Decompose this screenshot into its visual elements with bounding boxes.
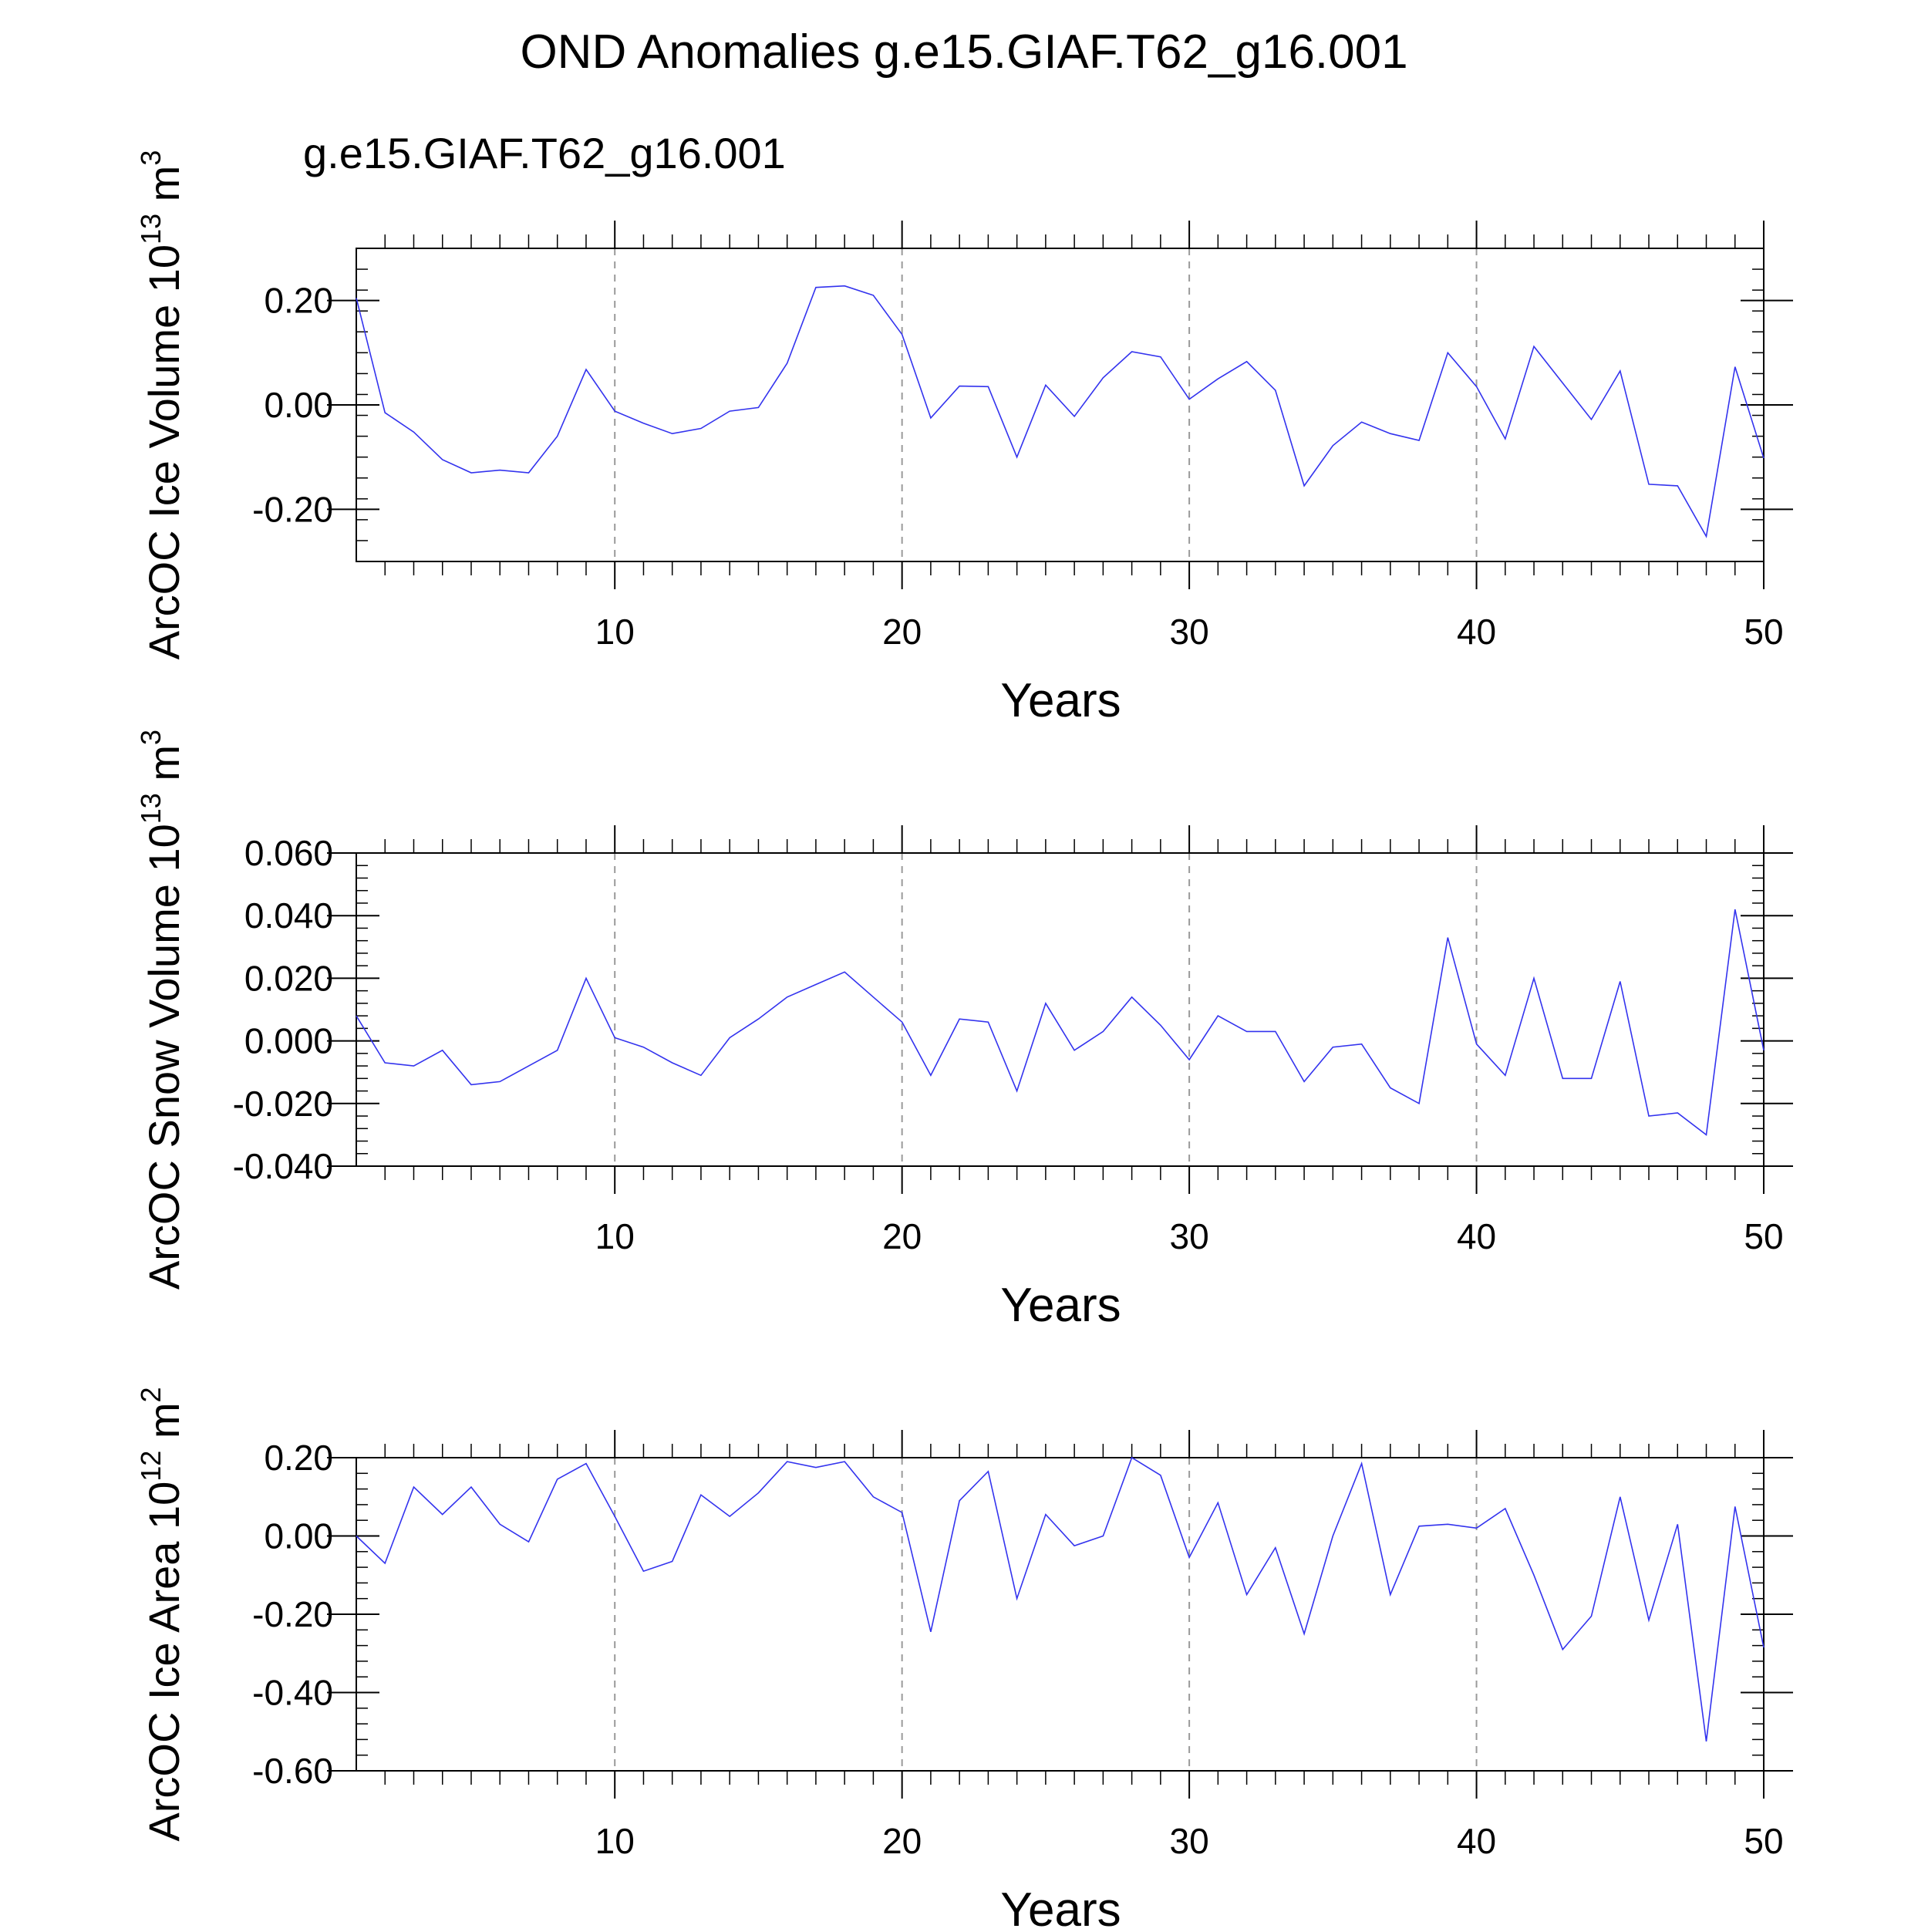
y-label-unit: m bbox=[140, 745, 188, 793]
panel-3: 10 20 30 40 50 -0.60 -0.40 -0.20 0.00 0.20 Years Ar… bbox=[135, 1387, 1793, 1932]
y-tick-label: 0.060 bbox=[244, 833, 333, 873]
y-label-exponent: 13 bbox=[135, 793, 167, 824]
y-axis-label: ArcOC Ice Volume 1013 m3 bbox=[135, 150, 188, 660]
x-tick-label: 50 bbox=[1744, 612, 1783, 652]
x-tick-label: 10 bbox=[595, 1216, 635, 1256]
x-tick-label: 20 bbox=[882, 612, 922, 652]
y-tick-label: 0.000 bbox=[244, 1021, 333, 1061]
y-tick-label: 0.040 bbox=[244, 895, 333, 936]
plot-frame bbox=[356, 852, 1765, 1167]
series-line bbox=[356, 909, 1765, 1136]
x-tick-label: 30 bbox=[1170, 1821, 1209, 1861]
x-tick-label: 50 bbox=[1744, 1216, 1783, 1256]
y-label-unit-exponent: 3 bbox=[135, 150, 167, 166]
x-tick-label: 50 bbox=[1744, 1821, 1783, 1861]
panels: 10 20 30 40 50 -0.20 0.00 0.20 Years ArcOC Ice Vo… bbox=[135, 150, 1793, 1932]
x-tick-label: 40 bbox=[1457, 1821, 1496, 1861]
panel-1: 10 20 30 40 50 -0.20 0.00 0.20 Years ArcOC Ice Vo… bbox=[135, 150, 1793, 727]
y-tick-label: -0.020 bbox=[233, 1084, 333, 1124]
x-tick-label: 30 bbox=[1170, 612, 1209, 652]
y-tick-label: -0.040 bbox=[233, 1146, 333, 1186]
x-tick-label: 30 bbox=[1170, 1216, 1209, 1256]
y-tick-label: -0.20 bbox=[252, 1594, 333, 1634]
series-line bbox=[356, 1456, 1765, 1742]
plot-frame bbox=[356, 1457, 1765, 1772]
x-tick-label: 10 bbox=[595, 612, 635, 652]
x-tick-label: 20 bbox=[882, 1821, 922, 1861]
y-axis-label: ArcOC Ice Area 1012 m2 bbox=[135, 1387, 188, 1841]
series-line bbox=[356, 285, 1765, 538]
x-tick-label: 40 bbox=[1457, 612, 1496, 652]
y-tick-label: 0.00 bbox=[264, 1516, 333, 1556]
y-label-unit: m bbox=[140, 1402, 188, 1450]
x-tick-label: 40 bbox=[1457, 1216, 1496, 1256]
y-tick-label: -0.40 bbox=[252, 1673, 333, 1713]
y-label-text: ArcOC Ice Volume 10 bbox=[140, 244, 188, 659]
y-tick-label: 0.20 bbox=[264, 1438, 333, 1478]
y-axis-label: ArcOC Snow Volume 1013 m3 bbox=[135, 730, 188, 1290]
x-tick-label: 10 bbox=[595, 1821, 635, 1861]
y-label-unit-exponent: 3 bbox=[135, 730, 167, 745]
panel-2: 10 20 30 40 50 -0.040 -0.020 0.000 0.020 0.040 0.0… bbox=[135, 730, 1793, 1332]
y-label-unit: m bbox=[140, 166, 188, 214]
x-tick-label: 20 bbox=[882, 1216, 922, 1256]
x-axis-label: Years bbox=[1000, 1883, 1121, 1928]
y-label-exponent: 12 bbox=[135, 1451, 167, 1482]
y-tick-label: 0.020 bbox=[244, 958, 333, 998]
y-tick-label: 0.20 bbox=[264, 281, 333, 321]
y-tick-label: -0.20 bbox=[252, 489, 333, 529]
y-tick-label: -0.60 bbox=[252, 1751, 333, 1791]
plot-frame bbox=[356, 248, 1765, 562]
x-axis-label: Years bbox=[1000, 674, 1121, 727]
figure-title: OND Anomalies g.e15.GIAF.T62_g16.001 bbox=[520, 25, 1407, 79]
y-label-unit-exponent: 2 bbox=[135, 1387, 167, 1402]
x-axis-label: Years bbox=[1000, 1279, 1121, 1332]
y-label-exponent: 13 bbox=[135, 214, 167, 244]
y-label-text: ArcOC Ice Area 10 bbox=[140, 1482, 188, 1842]
legend-label: g.e15.GIAF.T62_g16.001 bbox=[303, 129, 786, 177]
y-label-text: ArcOC Snow Volume 10 bbox=[140, 824, 188, 1290]
y-tick-label: 0.00 bbox=[264, 385, 333, 425]
